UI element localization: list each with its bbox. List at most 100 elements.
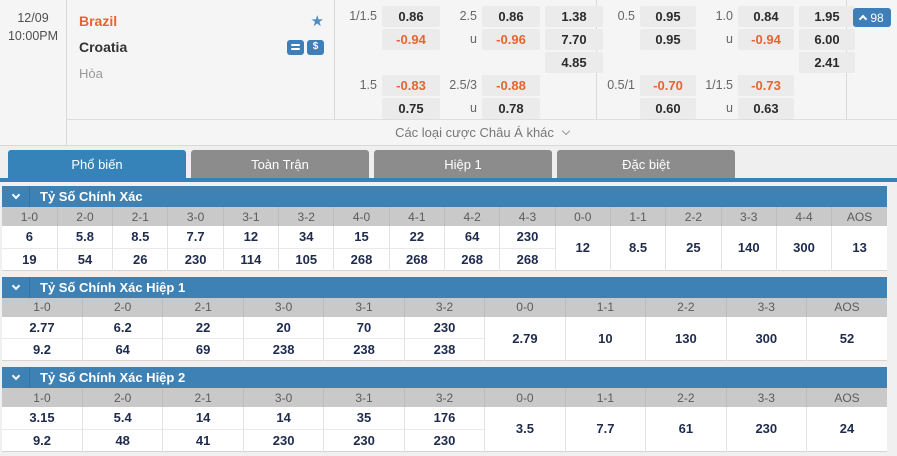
away-team-name[interactable]: Croatia <box>79 39 128 55</box>
ft-ou-under-1-odds[interactable]: -0.96 <box>482 29 540 50</box>
favorite-star-icon[interactable]: ★ <box>310 13 324 30</box>
score-odds-cell-merged[interactable]: 130 <box>645 316 727 361</box>
score-table-first-half: Tỷ Số Chính Xác Hiệp 1 1-0 2-0 2-1 3-0 3-1 3-2… <box>2 276 887 361</box>
score-odds-cell-merged[interactable]: 52 <box>806 316 887 361</box>
score-odds-cell[interactable]: 2.77 <box>2 316 83 339</box>
tab-toan-tran[interactable]: Toàn Trận <box>191 150 369 178</box>
score-odds-cell[interactable]: 48 <box>81 428 163 451</box>
fh-hdp-home-1-odds[interactable]: 0.95 <box>640 6 696 27</box>
score-odds-cell-merged[interactable]: 3.5 <box>484 407 566 451</box>
score-odds-cell[interactable]: 3.15 <box>2 407 83 429</box>
score-odds-cell[interactable]: 114 <box>222 247 279 270</box>
cash-icon[interactable]: $ <box>307 39 324 55</box>
score-odds-cell[interactable]: 20 <box>242 316 324 339</box>
collapse-chevron-icon[interactable] <box>2 276 30 298</box>
fh-ou-under-1-odds[interactable]: -0.94 <box>738 29 794 50</box>
score-odds-cell[interactable]: 5.8 <box>56 226 113 248</box>
score-odds-cell[interactable]: 15 <box>333 226 390 248</box>
score-odds-cell-merged[interactable]: 24 <box>806 407 887 451</box>
score-odds-cell[interactable]: 230 <box>167 247 224 270</box>
score-odds-cell[interactable]: 9.2 <box>2 428 83 451</box>
score-odds-cell[interactable]: 230 <box>242 428 324 451</box>
score-odds-cell[interactable]: 268 <box>388 247 445 270</box>
fh-1x2-draw-odds[interactable]: 2.41 <box>799 52 855 73</box>
score-odds-cell-merged[interactable]: 25 <box>665 226 722 270</box>
ft-1x2-draw-odds[interactable]: 4.85 <box>545 52 603 73</box>
score-odds-cell-merged[interactable]: 300 <box>725 316 807 361</box>
score-odds-cell[interactable]: 230 <box>499 226 556 248</box>
teams-column: Brazil ★ Croatia $ Hòa <box>67 0 335 119</box>
tab-dac-biet[interactable]: Đặc biệt <box>557 150 735 178</box>
score-odds-cell[interactable]: 64 <box>81 338 163 361</box>
score-odds-cell[interactable]: 176 <box>403 407 485 429</box>
score-header-cell: 3-3 <box>720 207 777 226</box>
score-odds-cell[interactable]: 230 <box>403 428 485 451</box>
score-odds-cell-merged[interactable]: 8.5 <box>609 226 666 270</box>
score-odds-cell[interactable]: 35 <box>323 407 405 429</box>
score-odds-cell-merged[interactable]: 13 <box>831 226 887 270</box>
tab-hiep-1[interactable]: Hiệp 1 <box>374 150 552 178</box>
score-odds-cell[interactable]: 105 <box>278 247 334 270</box>
fh-hdp-away-1-odds[interactable]: 0.95 <box>640 29 696 50</box>
score-odds-cell[interactable]: 7.7 <box>167 226 224 248</box>
score-odds-cell-merged[interactable]: 300 <box>775 226 832 270</box>
score-odds-cell[interactable]: 268 <box>499 247 556 270</box>
score-odds-cell[interactable]: 34 <box>278 226 334 248</box>
score-header-cell: 2-1 <box>162 388 244 407</box>
score-odds-cell-merged[interactable]: 2.79 <box>484 316 566 361</box>
score-odds-cell[interactable]: 238 <box>403 338 485 361</box>
score-odds-cell-merged[interactable]: 61 <box>645 407 727 451</box>
score-odds-cell[interactable]: 22 <box>388 226 445 248</box>
score-odds-cell[interactable]: 54 <box>56 247 113 270</box>
ft-hdp-away-1-odds[interactable]: -0.94 <box>382 29 440 50</box>
fh-1x2-home-odds[interactable]: 1.95 <box>799 6 855 27</box>
collapse-chevron-icon[interactable] <box>2 367 30 388</box>
score-odds-cell[interactable]: 70 <box>323 316 405 339</box>
ft-hdp-home-2-odds[interactable]: -0.83 <box>382 75 440 96</box>
ft-hdp-home-1-odds[interactable]: 0.86 <box>382 6 440 27</box>
score-odds-cell[interactable]: 8.5 <box>112 226 168 248</box>
score-odds-cell[interactable]: 268 <box>443 247 500 270</box>
fh-hdp-away-2-odds[interactable]: 0.60 <box>640 98 696 119</box>
score-odds-cell[interactable]: 230 <box>403 316 485 339</box>
ft-1x2-away-odds[interactable]: 7.70 <box>545 29 603 50</box>
fh-1x2-away-odds[interactable]: 6.00 <box>799 29 855 50</box>
score-odds-cell[interactable]: 6 <box>2 226 58 248</box>
ft-ou-over-2-odds[interactable]: -0.88 <box>482 75 540 96</box>
score-odds-cell-merged[interactable]: 140 <box>720 226 777 270</box>
score-odds-cell[interactable]: 41 <box>162 428 244 451</box>
fh-ou-under-2-odds[interactable]: 0.63 <box>738 98 794 119</box>
score-odds-cell[interactable]: 12 <box>222 226 279 248</box>
score-odds-cell-merged[interactable]: 10 <box>564 316 646 361</box>
score-odds-cell[interactable]: 238 <box>323 338 405 361</box>
score-odds-cell[interactable]: 14 <box>162 407 244 429</box>
ft-ou-under-2-odds[interactable]: 0.78 <box>482 98 540 119</box>
fh-ou-over-1-odds[interactable]: 0.84 <box>738 6 794 27</box>
score-odds-cell[interactable]: 5.4 <box>81 407 163 429</box>
ft-ou-over-1-odds[interactable]: 0.86 <box>482 6 540 27</box>
score-odds-cell-merged[interactable]: 7.7 <box>564 407 646 451</box>
score-odds-cell[interactable]: 230 <box>323 428 405 451</box>
score-odds-cell[interactable]: 19 <box>2 247 58 270</box>
score-odds-cell[interactable]: 69 <box>162 338 244 361</box>
score-odds-cell[interactable]: 268 <box>333 247 390 270</box>
tab-pho-bien[interactable]: Phổ biến <box>8 150 186 178</box>
score-odds-cell[interactable]: 238 <box>242 338 324 361</box>
score-odds-cell[interactable]: 14 <box>242 407 324 429</box>
score-odds-cell[interactable]: 22 <box>162 316 244 339</box>
score-odds-cell[interactable]: 6.2 <box>81 316 163 339</box>
score-odds-cell-merged[interactable]: 12 <box>554 226 611 270</box>
home-team-name[interactable]: Brazil <box>79 13 118 29</box>
ft-1x2-home-odds[interactable]: 1.38 <box>545 6 603 27</box>
score-odds-cell[interactable]: 26 <box>112 247 168 270</box>
score-odds-cell-merged[interactable]: 230 <box>725 407 807 451</box>
markets-count-button[interactable]: 98 <box>853 8 891 27</box>
stats-icon[interactable] <box>287 39 304 55</box>
fh-ou-over-2-odds[interactable]: -0.73 <box>738 75 794 96</box>
more-asian-bets-button[interactable]: Các loại cược Châu Á khác <box>67 119 897 145</box>
ft-hdp-away-2-odds[interactable]: 0.75 <box>382 98 440 119</box>
score-odds-cell[interactable]: 64 <box>443 226 500 248</box>
collapse-chevron-icon[interactable] <box>2 186 30 207</box>
fh-hdp-home-2-odds[interactable]: -0.70 <box>640 75 696 96</box>
score-odds-cell[interactable]: 9.2 <box>2 338 83 361</box>
